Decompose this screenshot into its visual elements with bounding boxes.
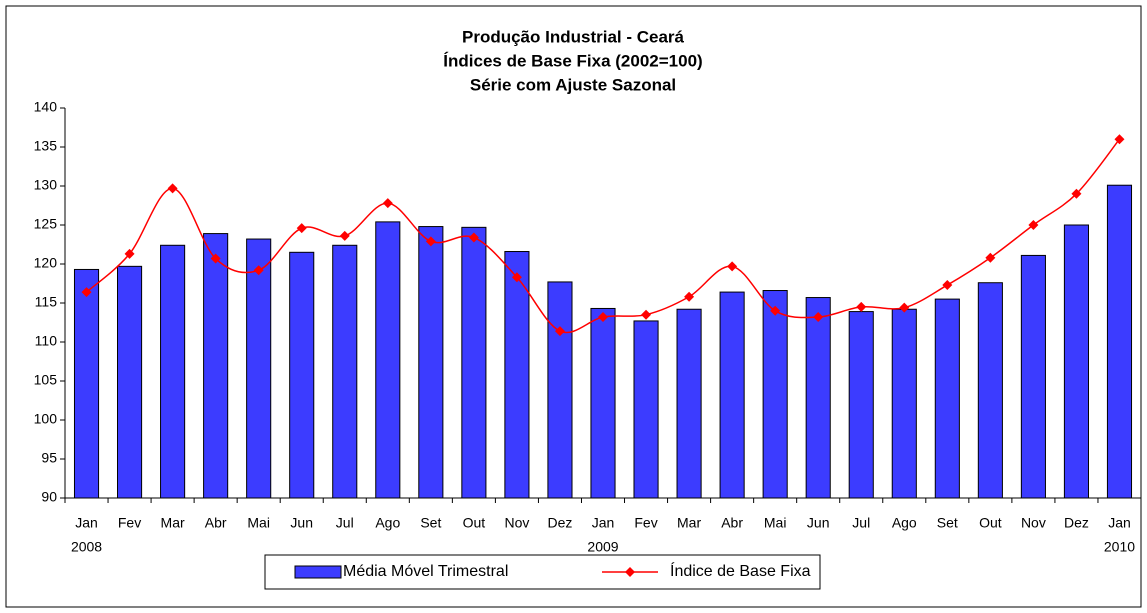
bar <box>633 320 659 499</box>
x-tick-label: Out <box>463 515 486 531</box>
bar <box>289 251 315 499</box>
x-year-label: 2010 <box>1104 539 1135 555</box>
marker <box>770 305 781 316</box>
x-tick-label: Jan <box>1108 515 1131 531</box>
marker <box>425 236 436 247</box>
x-tick-label: Jun <box>807 515 830 531</box>
marker <box>641 309 652 320</box>
marker <box>253 265 264 276</box>
bar <box>762 290 788 499</box>
marker <box>856 301 867 312</box>
legend-label: Índice de Base Fixa <box>670 561 811 580</box>
bar <box>977 282 1003 499</box>
x-tick-label: Set <box>420 515 441 531</box>
marker <box>511 272 522 283</box>
marker <box>1028 220 1039 230</box>
bar <box>719 291 745 499</box>
marker <box>813 312 824 323</box>
marker <box>1114 134 1125 145</box>
x-tick-label: Set <box>937 515 958 531</box>
marker <box>554 326 565 337</box>
marker <box>167 183 178 194</box>
marker <box>296 223 307 234</box>
marker <box>899 302 910 313</box>
x-tick-label: Mar <box>677 515 701 531</box>
legend-marker <box>625 567 635 577</box>
x-tick-label: Ago <box>892 515 917 531</box>
legend-label: Média Móvel Trimestral <box>343 563 508 580</box>
bar <box>203 233 229 499</box>
y-tick-label: 110 <box>35 333 58 349</box>
bar <box>461 226 487 499</box>
marker <box>382 198 393 209</box>
y-tick-label: 135 <box>34 138 58 154</box>
marker <box>684 291 695 302</box>
bar <box>73 268 100 499</box>
y-tick-label: 95 <box>41 450 57 466</box>
x-tick-label: Out <box>979 515 1002 531</box>
bar <box>1063 224 1089 499</box>
marker <box>598 312 608 323</box>
x-tick-label: Jan <box>592 515 615 531</box>
legend-box <box>264 554 821 590</box>
bar <box>805 297 831 499</box>
bar <box>676 308 702 499</box>
bar <box>246 238 272 499</box>
bar <box>1106 184 1133 499</box>
bar <box>547 281 573 499</box>
y-tick-label: 115 <box>35 294 58 310</box>
bar <box>117 265 143 499</box>
x-tick-label: Nov <box>1021 515 1046 531</box>
marker <box>339 230 350 241</box>
x-tick-label: Mar <box>161 515 185 531</box>
legend-swatch <box>294 565 342 579</box>
bar <box>504 251 530 499</box>
x-tick-label: Ago <box>375 515 400 531</box>
marker <box>210 253 221 264</box>
x-tick-label: Jul <box>336 515 354 531</box>
x-tick-label: Mai <box>247 515 270 531</box>
y-tick-label: 120 <box>34 255 58 271</box>
x-tick-label: Dez <box>548 515 573 531</box>
bar <box>934 298 960 499</box>
marker <box>942 280 953 291</box>
x-tick-label: Jan <box>75 515 98 531</box>
x-tick-label: Nov <box>504 515 529 531</box>
y-tick-label: 125 <box>34 216 58 232</box>
x-tick-label: Abr <box>721 515 743 531</box>
x-tick-label: Mai <box>764 515 787 531</box>
chart-title: Série com Ajuste Sazonal <box>470 75 676 94</box>
bar <box>332 244 358 499</box>
x-tick-label: Jun <box>290 515 313 531</box>
marker <box>985 252 996 263</box>
x-tick-label: Jul <box>852 515 870 531</box>
marker <box>468 232 479 243</box>
bar <box>848 311 874 499</box>
y-tick-label: 100 <box>34 411 58 427</box>
marker <box>727 261 738 272</box>
y-tick-label: 140 <box>34 99 58 115</box>
chart-title: Índices de Base Fixa (2002=100) <box>443 51 702 70</box>
y-tick-label: 130 <box>34 177 58 193</box>
x-year-label: 2008 <box>71 539 102 555</box>
bar <box>160 244 186 499</box>
chart-title: Produção Industrial - Ceará <box>462 27 685 46</box>
x-tick-label: Abr <box>205 515 227 531</box>
marker <box>124 248 135 259</box>
y-tick-label: 105 <box>34 372 58 388</box>
marker <box>81 287 92 298</box>
bar <box>418 226 444 499</box>
bar <box>1020 254 1046 499</box>
bar <box>891 308 917 499</box>
y-tick-label: 90 <box>41 489 57 505</box>
marker <box>1071 188 1082 199</box>
x-tick-label: Dez <box>1064 515 1089 531</box>
x-tick-label: Fev <box>118 515 141 531</box>
bar <box>375 221 401 499</box>
bar <box>590 307 616 499</box>
x-tick-label: Fev <box>634 515 657 531</box>
x-year-label: 2009 <box>587 539 618 555</box>
